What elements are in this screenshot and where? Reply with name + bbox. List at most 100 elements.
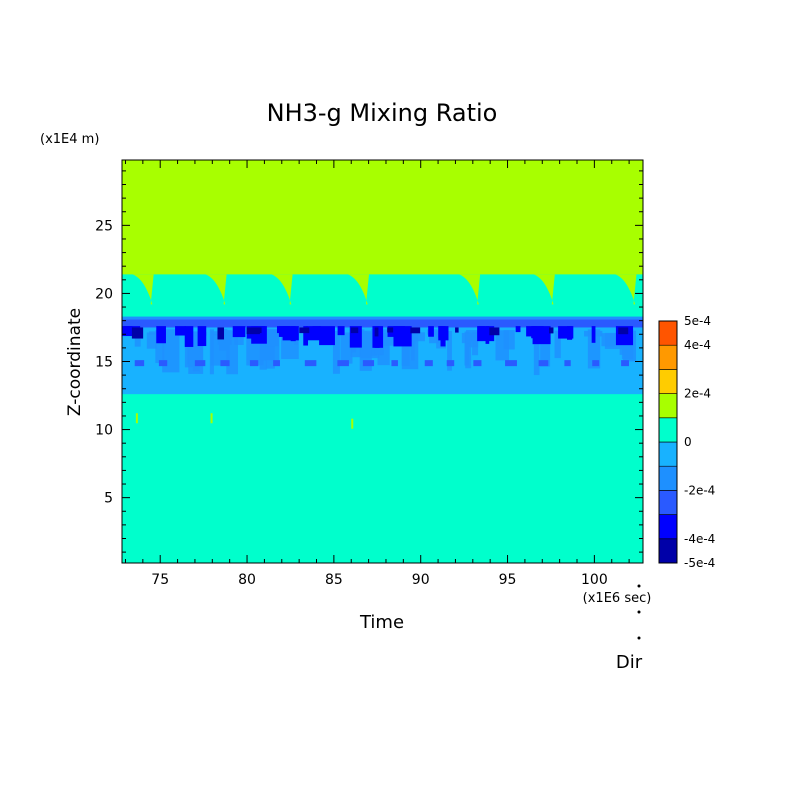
blue-streak-44 bbox=[405, 332, 425, 342]
blue-spot-10 bbox=[424, 360, 433, 367]
colorbar-swatch bbox=[658, 538, 678, 564]
deep-segment-22 bbox=[305, 326, 321, 341]
deep-segment-18 bbox=[197, 326, 207, 347]
blue-streak-62 bbox=[503, 330, 515, 350]
blue-streak-28 bbox=[209, 329, 214, 375]
y-tick-label: 20 bbox=[95, 286, 113, 302]
blue-streak-49 bbox=[465, 332, 472, 369]
blue-streak-68 bbox=[265, 329, 279, 347]
darkest-segment-9 bbox=[217, 327, 225, 340]
band-blue-strip bbox=[122, 317, 643, 328]
darkest-segment-8 bbox=[455, 327, 459, 333]
blue-spot-1 bbox=[158, 360, 168, 367]
blue-spot-4 bbox=[249, 360, 259, 367]
deep-segment-3 bbox=[372, 326, 384, 348]
blue-streak-14 bbox=[146, 332, 157, 349]
y-tick-label: 5 bbox=[104, 491, 113, 507]
colorbar-swatch bbox=[658, 393, 678, 419]
colorbar-label: -2e-4 bbox=[684, 483, 715, 497]
colorbar-swatch bbox=[658, 320, 678, 346]
blue-streak-48 bbox=[148, 331, 159, 335]
colorbar-swatch bbox=[658, 490, 678, 515]
deep-segment-30 bbox=[122, 326, 133, 337]
x-tick-label: 95 bbox=[499, 572, 517, 588]
y-tick-label: 25 bbox=[95, 218, 113, 234]
deep-segment-9 bbox=[591, 326, 596, 343]
blue-streak-32 bbox=[533, 329, 540, 376]
darkest-segment-7 bbox=[131, 327, 144, 339]
colorbar-label: -5e-4 bbox=[684, 556, 715, 570]
lime-dip-2 bbox=[271, 274, 293, 305]
x-tick-label: 75 bbox=[151, 572, 169, 588]
darkest-segment-3 bbox=[618, 327, 629, 335]
blue-spot-3 bbox=[220, 360, 230, 367]
blue-streak-41 bbox=[466, 333, 479, 348]
blue-spot-11 bbox=[446, 360, 455, 367]
colorbar-label: 2e-4 bbox=[684, 387, 711, 401]
deep-segment-25 bbox=[567, 326, 573, 340]
darkest-segment-1 bbox=[350, 327, 359, 334]
blue-streak-55 bbox=[587, 329, 601, 369]
band-upper-lime bbox=[122, 160, 643, 275]
lime-fleck-0 bbox=[135, 413, 138, 424]
x-tick-label: 100 bbox=[581, 572, 608, 588]
x-tick-label: 80 bbox=[238, 572, 256, 588]
deep-segment-12 bbox=[428, 326, 434, 337]
deep-segment-29 bbox=[156, 326, 166, 344]
x-tick-label: 85 bbox=[325, 572, 343, 588]
deep-segment-28 bbox=[175, 326, 186, 336]
lime-dip-6 bbox=[615, 274, 637, 305]
direction-markers bbox=[637, 584, 641, 640]
blue-streak-31 bbox=[155, 330, 165, 364]
blue-spot-14 bbox=[538, 360, 549, 367]
blue-streak-66 bbox=[265, 330, 275, 369]
colorbar-label: 0 bbox=[684, 435, 692, 449]
colorbar-swatch bbox=[658, 514, 678, 540]
blue-spot-0 bbox=[134, 360, 145, 367]
y-tick-label: 15 bbox=[95, 355, 113, 371]
blue-streak-47 bbox=[383, 333, 395, 346]
blue-streak-50 bbox=[226, 330, 238, 375]
blue-spot-15 bbox=[564, 360, 571, 367]
colorbar-swatch bbox=[658, 465, 678, 491]
colorbar-label: 5e-4 bbox=[684, 314, 711, 328]
blue-spot-7 bbox=[337, 360, 349, 367]
colorbar-label: 4e-4 bbox=[684, 338, 711, 352]
deep-segment-36 bbox=[276, 326, 287, 334]
darkest-segment-2 bbox=[387, 327, 394, 333]
x-axis-label: Time bbox=[359, 612, 404, 633]
blue-spot-16 bbox=[592, 360, 600, 367]
deep-segment-24 bbox=[438, 326, 449, 341]
blue-streak-2 bbox=[429, 330, 439, 344]
blue-streak-67 bbox=[601, 333, 615, 347]
blue-streak-33 bbox=[447, 331, 452, 371]
darkest-segment-11 bbox=[410, 327, 421, 334]
blue-spot-9 bbox=[391, 360, 398, 367]
darkest-segment-0 bbox=[299, 327, 310, 334]
blue-spot-12 bbox=[473, 360, 482, 367]
y-axis-label: Z-coordinate bbox=[65, 308, 85, 416]
blue-spot-17 bbox=[621, 360, 629, 367]
lime-fleck-1 bbox=[210, 413, 213, 424]
darkest-segment-6 bbox=[549, 327, 554, 334]
darkest-segment-12 bbox=[253, 327, 262, 334]
colorbar-swatch bbox=[658, 344, 678, 370]
lime-fleck-2 bbox=[351, 418, 354, 429]
blue-spot-13 bbox=[505, 360, 517, 367]
colorbar-swatch bbox=[658, 417, 678, 443]
plot-area bbox=[122, 160, 643, 563]
blue-streak-21 bbox=[234, 332, 244, 346]
deep-segment-34 bbox=[515, 326, 521, 333]
blue-spot-8 bbox=[362, 360, 375, 367]
colorbar-frame bbox=[658, 320, 678, 564]
blue-streak-64 bbox=[540, 329, 551, 367]
x-axis-unit: (x1E6 sec) bbox=[583, 591, 652, 606]
y-axis-unit: (x1E4 m) bbox=[40, 132, 99, 147]
direction-dot-1 bbox=[637, 610, 641, 614]
darkest-segment-5 bbox=[489, 327, 500, 336]
colorbar: 5e-4 4e-4 2e-4 0 -2e-4 -4e-4 -5e-4 bbox=[658, 314, 715, 570]
blue-streak-54 bbox=[554, 330, 561, 359]
direction-dot-0 bbox=[637, 584, 641, 588]
deep-segment-38 bbox=[319, 326, 335, 346]
